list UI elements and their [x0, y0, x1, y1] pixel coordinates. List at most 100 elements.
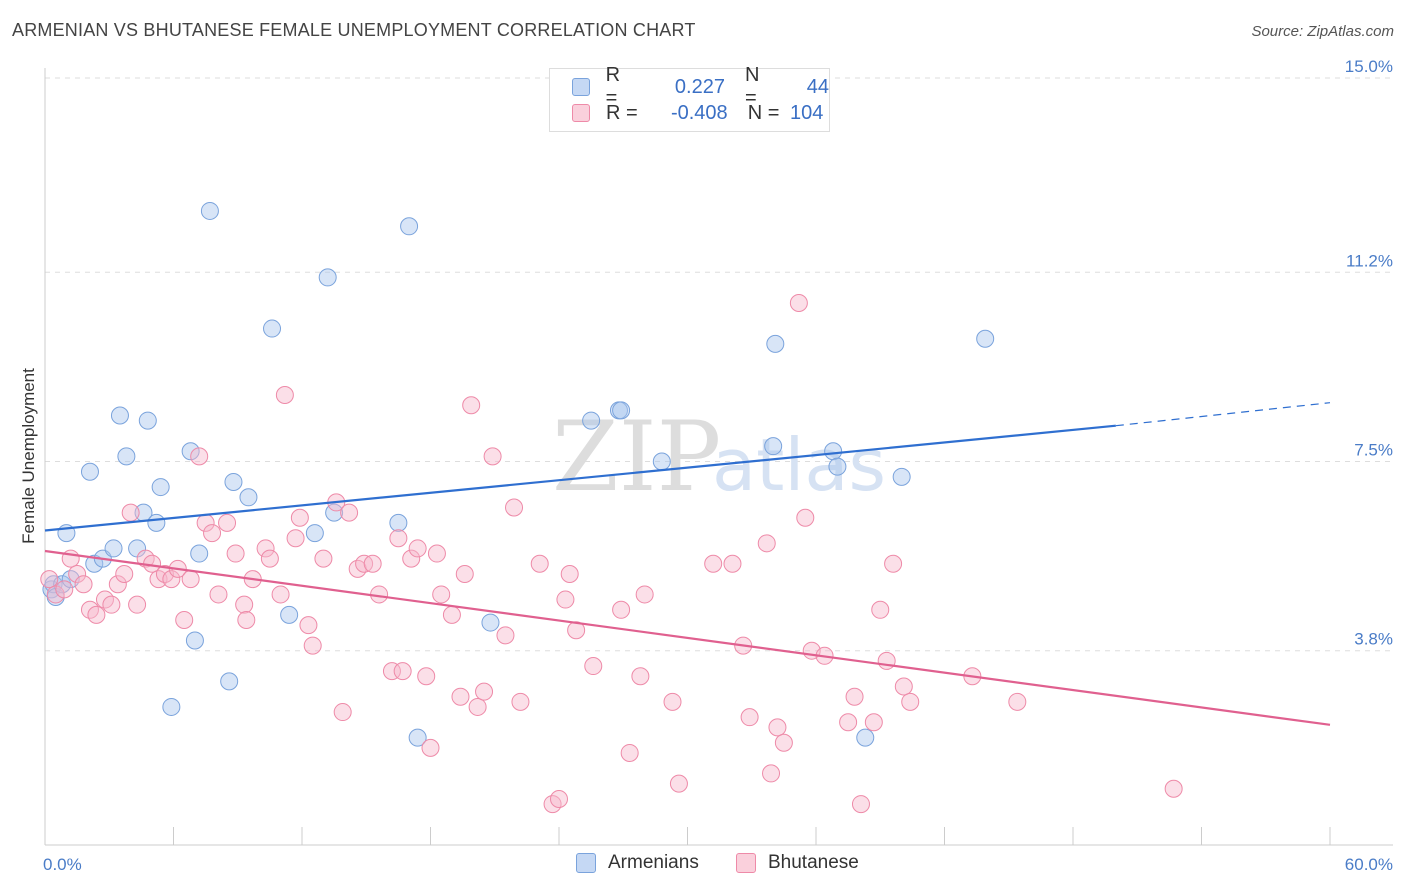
armenian-point	[263, 319, 282, 338]
armenian-point	[305, 524, 324, 543]
bhutanese-point	[884, 554, 903, 573]
bhutanese-point	[115, 564, 134, 583]
armenian-point	[318, 268, 337, 287]
chart-title: ARMENIAN VS BHUTANESE FEMALE UNEMPLOYMEN…	[12, 20, 696, 40]
bhutanese-point	[432, 585, 451, 604]
bhutanese-point	[121, 503, 140, 522]
bhutanese-point	[845, 687, 864, 706]
armenian-point	[220, 672, 239, 691]
x-tick-labels: 0.0% 60.0%	[43, 855, 1393, 874]
bhutanese-point	[290, 508, 309, 527]
bhutanese-point	[333, 703, 352, 722]
armenian-point	[400, 217, 419, 236]
bhutanese-point	[663, 692, 682, 711]
bhutanese-point	[74, 575, 93, 594]
bhutanese-point	[421, 738, 440, 757]
trend-lines	[44, 402, 1331, 726]
legend-r-label: R =	[606, 101, 638, 124]
series-legend-bhutanese: Bhutanese	[736, 852, 859, 874]
bhutanese-point	[237, 611, 256, 630]
bhutanese-point	[1164, 779, 1183, 798]
bhutanese-point	[704, 554, 723, 573]
bhutanese-point	[757, 534, 776, 553]
bhutanese-point	[483, 447, 502, 466]
bhutanese-point	[382, 662, 401, 681]
legend-n-label: N =	[747, 101, 780, 124]
y-tick-label: 15.0%	[1345, 57, 1393, 76]
bhutanese-point	[275, 386, 294, 405]
bhutanese-point	[740, 708, 759, 727]
series-name-armenians: Armenians	[608, 852, 699, 873]
bhutanese-point	[796, 508, 815, 527]
legend-n-value: 44	[806, 75, 830, 98]
bhutanese-point	[612, 600, 631, 619]
bhutanese-point	[505, 498, 524, 517]
bhutanese-point	[451, 687, 470, 706]
series-legend: Armenians Bhutanese	[0, 852, 1406, 878]
bhutanese-point	[389, 529, 408, 548]
armenian-point	[582, 411, 601, 430]
armenian-point	[104, 539, 123, 558]
y-axis-label: Female Unemployment	[19, 368, 38, 544]
legend-r-value: -0.408	[670, 101, 728, 124]
armenian-point	[481, 613, 500, 632]
armenian-point	[976, 329, 995, 348]
legend-swatch-armenians	[572, 78, 590, 96]
armenian-point	[612, 401, 631, 420]
legend-row-armenians: R = 0.227 N = 44	[572, 64, 830, 109]
armenian-point	[190, 544, 209, 563]
legend-n-label: N =	[744, 64, 760, 109]
bhutanese-point	[363, 554, 382, 573]
bhutanese-point	[402, 549, 421, 568]
bhutanese-point	[340, 503, 359, 522]
bhutanese-point	[864, 713, 883, 732]
legend-r-label: R =	[605, 64, 621, 109]
correlation-legend: R = 0.227 N = 44 R = -0.408 N = 104	[549, 64, 830, 132]
bhutanese-point	[256, 539, 275, 558]
series-legend-armenians: Armenians	[576, 852, 699, 874]
armenian-point	[652, 452, 671, 471]
bhutanese-point	[408, 539, 427, 558]
armenian-point	[138, 411, 157, 430]
bhutanese-point	[203, 524, 222, 543]
watermark-zip: ZIP	[552, 401, 721, 513]
armenian-point	[892, 467, 911, 486]
bhutanese-point	[68, 564, 87, 583]
armenian-point	[389, 513, 408, 532]
bhutanese-point	[462, 396, 481, 415]
bhutanese-point	[40, 570, 59, 589]
source-label: Source: ZipAtlas.com	[1251, 23, 1394, 40]
bhutanese-point	[271, 585, 290, 604]
bhutanese-point	[894, 677, 913, 696]
armenian-point	[80, 462, 99, 481]
bhutanese-point	[303, 636, 322, 655]
bhutanese-point	[631, 667, 650, 686]
bhutanese-point	[46, 585, 65, 604]
bhutanese-point	[762, 764, 781, 783]
bhutanese-point	[128, 595, 147, 614]
bhutanese-point	[851, 795, 870, 814]
armenian-point	[162, 697, 181, 716]
armenian-point	[828, 457, 847, 476]
armenian-point	[200, 201, 219, 220]
armenian-point	[280, 605, 299, 624]
bhutanese-point	[496, 626, 515, 645]
bhutanese-point	[218, 513, 237, 532]
armenian-point	[110, 406, 129, 425]
bhutanese-point	[102, 595, 121, 614]
bhutanese-point	[393, 662, 412, 681]
bhutanese-point	[511, 692, 530, 711]
bhutanese-point	[442, 605, 461, 624]
armenian-point	[408, 728, 427, 747]
armenian-trend-line	[44, 424, 1116, 532]
legend-row-bhutanese: R = -0.408 N = 104	[572, 101, 823, 125]
bhutanese-point	[560, 564, 579, 583]
bhutanese-point	[314, 549, 333, 568]
bhutanese-point	[669, 774, 688, 793]
armenian-point	[239, 488, 258, 507]
bhutanese-point	[468, 697, 487, 716]
bhutanese-point	[235, 595, 254, 614]
series-name-bhutanese: Bhutanese	[768, 852, 859, 873]
bhutanese-point	[108, 575, 127, 594]
bhutanese-point	[530, 554, 549, 573]
